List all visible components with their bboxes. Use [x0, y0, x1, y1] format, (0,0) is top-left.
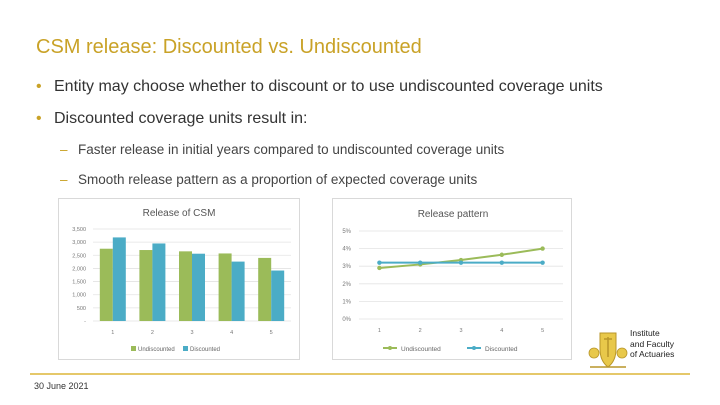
x-tick-label: 1 — [378, 328, 381, 334]
y-tick-label: 1,500 — [72, 280, 86, 286]
legend-swatch — [183, 346, 188, 351]
y-tick-label: 2% — [342, 282, 351, 288]
x-tick-label: 1 — [111, 330, 114, 336]
institute-logo-text: Institute and Faculty of Actuaries — [630, 328, 674, 360]
csm-release-chart-svg: Release of CSM 3,500 3,000 2,500 2,000 1,500 1… — [72, 208, 291, 353]
logo-line: Institute — [630, 328, 660, 338]
chart-title: Release pattern — [418, 209, 489, 220]
bar-undiscounted — [99, 248, 113, 321]
x-tick-label: 4 — [230, 330, 233, 336]
sub-bullet-text: Faster release in initial years compared… — [78, 142, 505, 157]
legend-marker — [388, 346, 392, 350]
y-tick-label: 0% — [342, 317, 351, 323]
y-tick-label: 1% — [342, 299, 351, 305]
data-point-undiscounted — [377, 265, 382, 271]
slide-title: CSM release: Discounted vs. Undiscounted — [36, 36, 422, 58]
institute-crest-logo — [588, 332, 628, 368]
y-tick-label: 4% — [342, 247, 351, 253]
data-point-discounted — [540, 260, 545, 265]
bullet-dot-icon: • — [36, 110, 42, 127]
y-tick-label: 500 — [77, 306, 86, 312]
x-tick-label: 3 — [190, 330, 193, 336]
y-tick-label: 2,500 — [72, 253, 86, 259]
dash-icon: – — [60, 142, 68, 157]
data-point-undiscounted — [499, 252, 504, 257]
data-point-discounted — [418, 260, 423, 265]
release-pattern-chart: Release pattern 5% 4% 3% 2% 1% 0% 1 2 3 4 5 Undiscou… — [332, 198, 572, 360]
dash-icon: – — [60, 172, 68, 187]
data-point-discounted — [499, 260, 504, 265]
y-tick-label: - — [84, 319, 86, 325]
bullet-dot-icon: • — [36, 78, 42, 95]
x-tick-label: 5 — [270, 330, 273, 336]
y-tick-label: 2,000 — [72, 266, 86, 272]
bar-undiscounted — [218, 253, 232, 321]
logo-line: of Actuaries — [630, 349, 675, 359]
release-pattern-chart-svg: Release pattern 5% 4% 3% 2% 1% 0% 1 2 3 4 5 Undiscou… — [342, 209, 563, 353]
legend-label: Undiscounted — [401, 346, 441, 353]
x-tick-label: 4 — [500, 328, 503, 334]
y-tick-label: 3% — [342, 264, 351, 270]
sub-bullet-item: – Smooth release pattern as a proportion… — [36, 172, 696, 187]
chart-title: Release of CSM — [143, 208, 216, 219]
x-tick-label: 2 — [151, 330, 154, 336]
legend-label: Discounted — [190, 347, 220, 353]
x-tick-label: 3 — [459, 328, 462, 334]
bar-discounted — [271, 270, 285, 321]
bar-discounted — [152, 243, 166, 321]
y-tick-label: 3,500 — [72, 227, 86, 233]
data-point-undiscounted — [540, 246, 545, 251]
bar-discounted — [231, 261, 245, 321]
legend-label: Discounted — [485, 346, 518, 353]
x-tick-label: 2 — [419, 328, 422, 334]
x-tick-label: 5 — [541, 328, 544, 334]
y-tick-label: 3,000 — [72, 240, 86, 246]
data-point-discounted — [458, 260, 464, 265]
csm-release-chart: Release of CSM 3,500 3,000 2,500 2,000 1,500 1… — [58, 198, 300, 360]
footer-date: 30 June 2021 — [34, 381, 89, 391]
legend-label: Undiscounted — [138, 347, 175, 353]
y-tick-label: 5% — [342, 229, 351, 235]
bullet-item: • Discounted coverage units result in: — [36, 110, 696, 128]
bar-discounted — [192, 253, 205, 321]
sub-bullet-item: – Faster release in initial years compar… — [36, 142, 696, 157]
bullet-list: • Entity may choose whether to discount … — [36, 78, 696, 202]
footer-divider — [30, 373, 690, 375]
legend-marker — [472, 346, 476, 350]
legend-swatch — [131, 346, 136, 351]
data-point-discounted — [377, 260, 382, 265]
y-tick-label: 1,000 — [72, 293, 86, 299]
bar-undiscounted — [139, 250, 153, 321]
logo-line: and Faculty — [630, 338, 674, 349]
bullet-text: Entity may choose whether to discount or… — [54, 78, 603, 95]
bullet-text: Discounted coverage units result in: — [54, 110, 308, 127]
sub-bullet-text: Smooth release pattern as a proportion o… — [78, 172, 478, 187]
bar-discounted — [112, 237, 126, 321]
bar-undiscounted — [179, 251, 192, 321]
bar-undiscounted — [258, 257, 272, 321]
bullet-item: • Entity may choose whether to discount … — [36, 78, 696, 96]
